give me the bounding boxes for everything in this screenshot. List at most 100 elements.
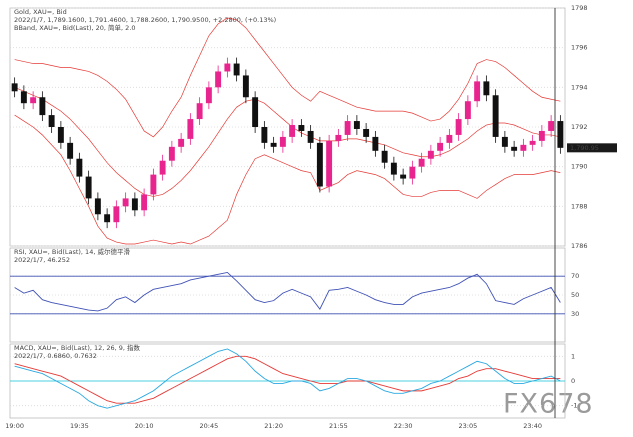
y-tick-label: 1792 [571, 123, 588, 131]
candle-body [76, 158, 83, 177]
legend-entry: MACD, XAU=, Bid(Last), 12, 26, 9, 指数 [14, 343, 141, 352]
candle-body [57, 127, 64, 143]
candle-body [67, 142, 74, 159]
candle-body [261, 127, 268, 143]
bollinger-middle [14, 87, 561, 197]
last-price-label: 1,790.95 [570, 144, 599, 152]
indicator-line [14, 271, 561, 312]
legend-entry: BBand, XAU=, Bid(Last), 20, 简单, 2.0 [14, 23, 136, 32]
chart-title: Gold, XAU=, Bid [14, 8, 67, 16]
candle-body [224, 63, 231, 72]
candle-body [363, 128, 370, 137]
candle-body [409, 166, 416, 179]
candle-body [141, 194, 148, 211]
panel-plot [11, 17, 564, 245]
chart-subtitle: 2022/1/7, 1,789.1600, 1,791.4600, 1,788.… [14, 16, 276, 24]
y-tick-label: 1 [571, 352, 575, 360]
x-tick-label: 19:35 [70, 422, 89, 430]
indicator-line [14, 348, 561, 409]
y-tick-label: -1 [571, 402, 577, 410]
chart-subtitle: 2022/1/7, 0.6860, 0.7632 [14, 352, 97, 360]
panel-plot [10, 271, 565, 315]
candle-body [464, 101, 471, 120]
candle-body [400, 174, 407, 179]
legend-entry: RSI, XAU=, Bid(Last), 14, 威尔德平滑 [14, 247, 130, 256]
y-tick-label: 50 [571, 291, 579, 299]
candle-body [279, 136, 286, 147]
candle-body [427, 150, 434, 159]
candle-body [298, 125, 305, 131]
candle-body [511, 146, 518, 151]
y-tick-label: 1790 [571, 163, 588, 171]
candle-body [85, 176, 92, 199]
candle-body [483, 81, 490, 96]
candle-body [455, 119, 462, 135]
y-tick-label: 1796 [571, 44, 588, 52]
candle-body [205, 87, 212, 104]
candle-body [168, 146, 175, 161]
y-tick-label: 70 [571, 272, 579, 280]
candle-body [548, 121, 555, 131]
candle-body [131, 198, 138, 211]
candle-body [529, 140, 536, 145]
last-price-box [567, 143, 617, 153]
candle-body [215, 71, 222, 88]
candle-body [501, 136, 508, 147]
candle-body [335, 134, 342, 141]
candle-body [344, 121, 351, 135]
y-tick-label: 1798 [571, 4, 588, 12]
candle-body [557, 121, 564, 148]
x-tick-label: 21:55 [329, 422, 348, 430]
candle-body [20, 91, 27, 104]
y-tick-label: 1788 [571, 202, 588, 210]
y-tick-label: 0 [571, 377, 575, 385]
x-tick-label: 20:45 [200, 422, 219, 430]
panel-plot [10, 348, 565, 409]
candle-body [11, 83, 18, 92]
candle-body [289, 125, 296, 137]
bollinger-lower [14, 114, 561, 245]
candle-body [178, 138, 185, 147]
candle-body [122, 198, 129, 207]
bollinger-upper [14, 17, 561, 138]
y-tick-label: 1794 [571, 83, 588, 91]
candle-body [104, 214, 111, 223]
candle-body [187, 119, 194, 139]
candle-body [381, 150, 388, 163]
candle-body [39, 97, 46, 116]
candle-body [418, 158, 425, 167]
candle-body [520, 144, 527, 151]
chart-subtitle: 2022/1/7, 46.252 [14, 256, 70, 264]
signal-line [14, 355, 561, 404]
x-tick-label: 19:00 [5, 422, 24, 430]
candle-body [233, 63, 240, 76]
candle-body [492, 95, 499, 137]
x-tick-label: 22:30 [394, 422, 413, 430]
y-tick-label: 30 [571, 310, 579, 318]
x-tick-label: 23:05 [459, 422, 478, 430]
candle-body [94, 198, 101, 215]
x-tick-label: 20:10 [135, 422, 154, 430]
candle-body [30, 97, 37, 104]
candle-body [316, 142, 323, 187]
x-tick-label: 23:40 [523, 422, 542, 430]
candle-body [150, 174, 157, 195]
candle-body [326, 140, 333, 187]
candle-body [113, 206, 120, 223]
candle-body [446, 134, 453, 143]
candle-body [538, 130, 545, 141]
watermark: FX678 [503, 389, 594, 420]
candle-body [372, 136, 379, 151]
candle-body [353, 121, 360, 129]
candle-body [437, 142, 444, 151]
candle-body [48, 115, 55, 127]
y-tick-label: 1786 [571, 242, 588, 250]
x-tick-label: 21:20 [264, 422, 283, 430]
candle-body [242, 75, 249, 98]
candle-body [474, 81, 481, 102]
candle-body [307, 130, 314, 143]
candle-body [270, 142, 277, 147]
candle-body [196, 103, 203, 120]
